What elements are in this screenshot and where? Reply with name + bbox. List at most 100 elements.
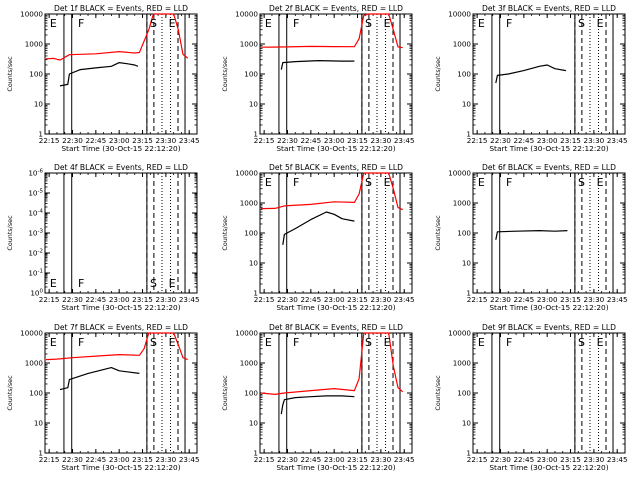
panel-det-4: Det 4f BLACK = Events, RED = LLD 100 10-1 1…: [6, 163, 200, 312]
plot-frame: [472, 13, 626, 135]
x-tick-label: 23:15: [347, 136, 368, 145]
y-tick-label: 10-3: [28, 229, 43, 238]
panel-det-8: Det 8f BLACK = Events, RED = LLD 1 10 100 10…: [221, 323, 415, 472]
event-marker: F: [506, 336, 512, 349]
x-tick-label: 23:45: [607, 455, 628, 464]
panel-det-1: Det 1f BLACK = Events, RED = LLD 1 10 100 10…: [6, 4, 200, 153]
x-tick-label: 22:30: [490, 455, 511, 464]
panel-title: Det 3f BLACK = Events, RED = LLD: [482, 4, 616, 13]
x-tick-label: 22:45: [300, 455, 321, 464]
event-marker: E: [478, 176, 485, 189]
event-marker: F: [293, 336, 299, 349]
panel-title: Det 7f BLACK = Events, RED = LLD: [54, 323, 188, 332]
event-marker: E: [265, 176, 272, 189]
x-tick-label: 22:30: [277, 136, 298, 145]
x-tick-label: 23:30: [371, 455, 392, 464]
plot-frame: [259, 172, 413, 294]
x-tick-label: 22:30: [62, 455, 83, 464]
x-tick-label: 22:15: [254, 136, 275, 145]
x-tick-label: 23:45: [607, 295, 628, 304]
y-tick-label: 100: [244, 389, 258, 398]
x-tick-label: 23:30: [584, 295, 605, 304]
x-tick-label: 23:00: [537, 136, 558, 145]
events-series-line: [495, 230, 568, 240]
y-tick-label: 10000: [235, 169, 258, 178]
x-axis-label: Start Time (30-Oct-15 22:12:20): [489, 463, 608, 472]
y-tick-label: 10: [34, 419, 44, 428]
panel-det-9: Det 9f BLACK = Events, RED = LLD 1 10 100 10…: [434, 323, 628, 472]
y-tick-label: 1000: [240, 199, 259, 208]
y-tick-label: 100: [29, 389, 43, 398]
y-tick-label: 1000: [240, 40, 259, 49]
y-tick-label: 10: [462, 419, 472, 428]
lld-series-line: [260, 13, 403, 49]
y-tick-label: 10000: [448, 329, 471, 338]
event-marker: F: [78, 336, 84, 349]
event-marker: F: [506, 17, 512, 30]
x-axis-label: Start Time (30-Oct-15 22:12:20): [276, 144, 395, 153]
y-axis-label: Counts/sec: [221, 56, 229, 92]
x-tick-label: 22:15: [467, 455, 488, 464]
x-axis-label: Start Time (30-Oct-15 22:12:20): [276, 303, 395, 312]
event-marker: E: [265, 336, 272, 349]
x-tick-label: 23:45: [394, 455, 415, 464]
plot-frame: [259, 13, 413, 135]
x-tick-label: 22:15: [254, 295, 275, 304]
lld-series-line: [260, 172, 403, 211]
x-tick-label: 22:45: [85, 455, 106, 464]
y-tick-label: 100: [457, 70, 471, 79]
event-marker: E: [50, 17, 57, 30]
x-tick-label: 22:15: [39, 295, 60, 304]
x-tick-label: 23:15: [560, 295, 581, 304]
plot-frame: [472, 332, 626, 454]
x-tick-label: 22:30: [277, 295, 298, 304]
y-tick-label: 10000: [20, 329, 43, 338]
y-tick-label: 1: [466, 130, 471, 139]
y-tick-label: 1000: [453, 199, 472, 208]
y-tick-label: 10: [249, 419, 259, 428]
event-marker: E: [169, 17, 176, 30]
x-axis-label: Start Time (30-Oct-15 22:12:20): [276, 463, 395, 472]
panel-title: Det 2f BLACK = Events, RED = LLD: [269, 4, 403, 13]
y-tick-label: 10000: [448, 169, 471, 178]
y-tick-label: 10: [462, 259, 472, 268]
x-tick-label: 23:45: [394, 295, 415, 304]
y-axis-label: Counts/sec: [434, 56, 442, 92]
y-tick-label: 100: [244, 229, 258, 238]
y-tick-label: 1: [253, 449, 258, 458]
event-marker: E: [384, 17, 391, 30]
x-axis-label: Start Time (30-Oct-15 22:12:20): [61, 303, 180, 312]
event-marker: E: [597, 336, 604, 349]
y-tick-label: 1000: [25, 359, 44, 368]
x-tick-label: 23:00: [324, 295, 345, 304]
x-tick-label: 23:30: [584, 136, 605, 145]
y-tick-label: 10000: [235, 10, 258, 19]
panel-det-7: Det 7f BLACK = Events, RED = LLD 1 10 100 10…: [6, 323, 200, 472]
x-tick-label: 23:15: [132, 455, 153, 464]
event-marker: S: [150, 17, 157, 30]
panel-title: Det 8f BLACK = Events, RED = LLD: [269, 323, 403, 332]
y-tick-label: 10-1: [28, 269, 43, 278]
x-tick-label: 23:00: [324, 455, 345, 464]
y-tick-label: 10000: [235, 329, 258, 338]
event-marker: F: [293, 176, 299, 189]
y-tick-label: 10000: [448, 10, 471, 19]
events-series-line: [280, 59, 355, 70]
x-axis-label: Start Time (30-Oct-15 22:12:20): [489, 303, 608, 312]
event-marker: F: [506, 176, 512, 189]
events-series-line: [59, 61, 139, 87]
x-tick-label: 22:15: [39, 136, 60, 145]
y-axis-label: Counts/sec: [434, 375, 442, 411]
y-tick-label: 100: [457, 229, 471, 238]
event-marker: S: [578, 336, 585, 349]
y-tick-label: 1: [38, 130, 43, 139]
event-marker: E: [265, 17, 272, 30]
x-tick-label: 22:30: [490, 295, 511, 304]
lld-series-line: [45, 13, 189, 61]
events-series-line: [59, 367, 140, 391]
plot-frame: [44, 13, 198, 135]
event-marker: E: [478, 17, 485, 30]
event-marker: S: [365, 17, 372, 30]
panel-det-5: Det 5f BLACK = Events, RED = LLD 1 10 100 10…: [221, 163, 415, 312]
y-tick-label: 10-6: [28, 169, 43, 178]
